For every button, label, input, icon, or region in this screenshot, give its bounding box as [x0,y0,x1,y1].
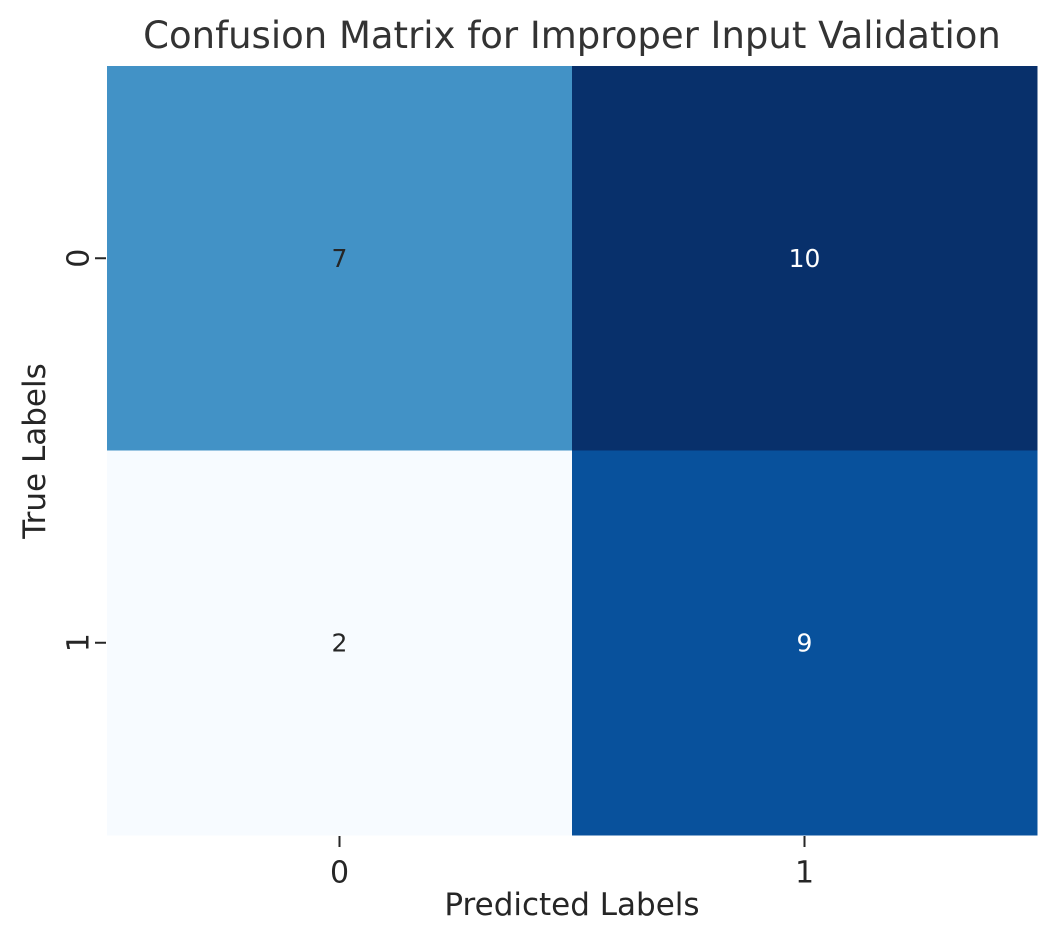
heatmap-cell-labels: 7 10 2 9 [332,244,821,658]
x-tick-label-0: 0 [330,856,349,891]
heatmap-cell-0-0 [107,66,573,451]
cell-value-label-0-0: 7 [332,244,348,273]
y-axis-label: True Labels [17,363,53,539]
heatmap-cells [107,66,1038,836]
y-axis-ticks: 01 [62,249,106,652]
cell-value-label-0-1: 10 [789,244,821,273]
chart-title: Confusion Matrix for Improper Input Vali… [143,14,1001,57]
x-tick-label-1: 1 [795,856,814,891]
heatmap-cell-1-1 [572,450,1038,836]
heatmap-cell-0-1 [572,66,1038,451]
x-axis-label: Predicted Labels [444,887,699,923]
cell-value-label-1-0: 2 [332,628,348,657]
heatmap-cell-1-0 [107,450,573,836]
y-tick-label-1: 1 [62,633,97,652]
cell-value-label-1-1: 9 [797,628,813,657]
y-tick-label-0: 0 [62,249,97,268]
